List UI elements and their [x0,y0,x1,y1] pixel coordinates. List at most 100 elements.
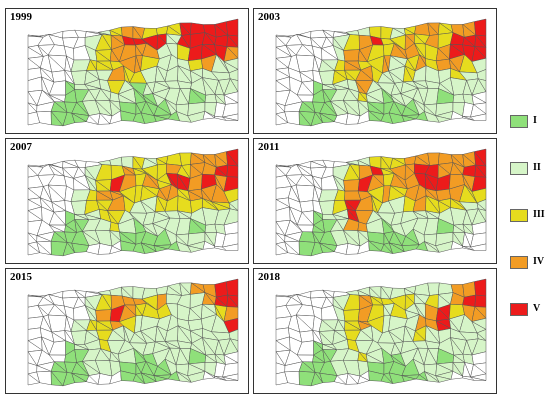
county-region [298,110,312,127]
county-region [221,243,239,251]
county-region [214,281,228,298]
county-region [214,375,227,381]
county-region [187,245,204,253]
county-region [452,93,465,103]
county-region [469,243,487,251]
county-region [226,18,239,37]
county-region [204,93,217,103]
county-region [462,281,476,298]
county-region [343,179,360,192]
county-region [427,282,440,296]
county-region [109,245,122,255]
map-panel-2018: 2018 [253,268,497,394]
county-region [275,113,289,126]
county-region [109,286,123,297]
county-region [368,110,382,122]
panel-year-label: 2007 [10,141,32,153]
county-region [95,309,112,322]
legend-swatch-iv [510,256,528,269]
county-region [469,113,487,121]
county-region [414,282,430,296]
county-region [345,372,359,385]
county-region [140,372,158,384]
county-region [435,375,452,383]
legend-label-iv: IV [533,256,545,267]
panel-year-label: 2018 [258,271,280,283]
county-region [71,372,88,383]
legend-swatch-iii [510,209,528,222]
county-region [166,152,182,166]
county-region [368,240,382,252]
county-region [380,243,394,255]
panel-year-label: 1999 [10,11,32,23]
legend-item-v: V [508,300,550,320]
county-region [221,376,239,381]
county-region [50,370,64,387]
county-region [474,294,487,308]
legend: I II III IV V [508,112,550,322]
county-region [415,374,428,382]
county-region [299,200,314,213]
county-region [226,164,239,178]
choropleth-map-1999 [27,18,239,127]
choropleth-map-2018 [275,278,487,387]
county-region [401,375,417,382]
county-region [333,375,347,385]
county-region [202,110,216,120]
county-region [474,278,487,297]
county-region [153,245,169,252]
legend-item-i: I [508,112,550,132]
county-region [357,375,370,385]
county-region [27,373,41,386]
county-region [462,115,475,121]
county-region [435,115,452,123]
county-region [414,22,430,36]
county-region [226,278,239,297]
choropleth-map-2003 [275,18,487,127]
county-region [109,156,123,167]
map-panel-1999: 1999 [5,8,249,134]
county-region [27,243,41,256]
county-region [310,371,324,387]
county-region [221,116,239,121]
county-region [462,245,475,251]
panel-year-label: 2003 [258,11,280,23]
county-region [36,241,53,256]
county-region [85,115,99,125]
legend-item-ii: II [508,159,550,179]
county-region [140,242,158,254]
county-region [401,115,417,122]
county-region [85,375,99,385]
county-region [179,152,192,166]
panel-year-label: 2015 [10,271,32,283]
county-region [388,242,406,254]
county-region [423,240,441,253]
map-panel-2003: 2003 [253,8,497,134]
county-region [284,241,301,256]
choropleth-map-2015 [27,278,239,387]
choropleth-map-2007 [27,148,239,257]
county-region [423,370,441,383]
county-region [153,375,169,382]
county-region [153,115,169,122]
legend-label-ii: II [533,162,541,173]
legend-swatch-v [510,303,528,316]
map-panel-2007: 2007 [5,138,249,264]
legend-swatch-ii [510,162,528,175]
county-region [175,370,193,383]
county-region [204,223,217,233]
county-region [474,18,487,37]
county-region [357,26,371,37]
county-region [319,242,336,253]
county-region [427,152,440,166]
panel-year-label: 2011 [258,141,280,153]
county-region [50,110,64,127]
county-region [97,112,111,125]
county-region [51,70,66,83]
legend-swatch-i [510,115,528,128]
legend-item-iii: III [508,206,550,226]
county-region [202,370,216,380]
county-region [62,241,76,257]
choropleth-map-2011 [275,148,487,257]
county-region [319,112,336,123]
